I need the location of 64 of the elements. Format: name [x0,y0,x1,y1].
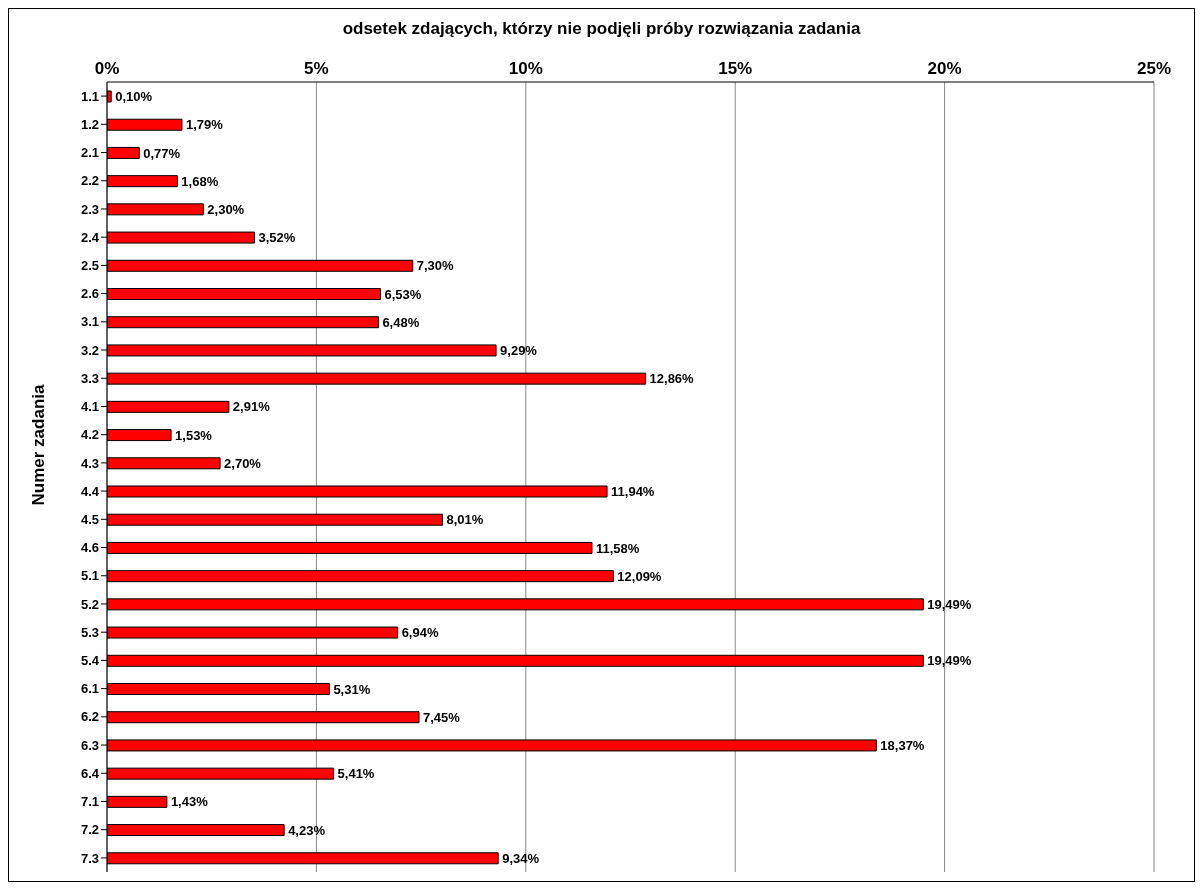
y-tick-label: 2.4 [80,229,100,245]
x-tick-label: 5% [304,59,329,78]
y-tick-label: 6.3 [80,737,99,753]
data-label: 18,37% [880,738,925,754]
y-axis-title: Numer zadania [29,384,49,506]
data-label: 8,01% [446,512,484,528]
y-tick-label: 4.6 [80,540,99,556]
y-tick-label: 2.1 [80,145,99,161]
y-tick-label: 6.2 [80,709,99,725]
y-tick-label: 5.1 [80,568,99,584]
data-label: 19,49% [927,596,972,612]
x-tick-label: 10% [508,59,543,78]
data-label: 1,53% [175,427,213,443]
data-label: 9,29% [500,343,538,359]
y-tick-label: 4.2 [80,427,99,443]
x-tick-label: 15% [718,59,753,78]
y-tick-label: 4.4 [80,483,100,499]
y-tick-label: 7.1 [80,794,99,810]
data-label: 2,30% [207,201,245,217]
x-tick-label: 25% [1136,59,1172,78]
data-label: 2,91% [232,399,271,415]
y-tick-label: 5.4 [80,653,100,669]
y-tick-label: 2.3 [80,201,99,217]
data-label: 6,48% [382,314,420,330]
data-label: 6,94% [401,625,439,641]
y-tick-label: 4.5 [80,511,99,527]
y-tick-label: 2.2 [80,173,99,189]
y-tick-label: 1.2 [80,116,99,132]
data-label: 1,43% [170,794,209,810]
data-label: 0,77% [143,145,181,161]
data-label: 1,79% [185,117,224,133]
data-label: 3,52% [258,230,296,246]
y-tick-label: 3.3 [80,370,99,386]
data-label: 12,86% [649,371,695,387]
y-tick-label: 6.1 [80,681,99,697]
y-tick-label: 5.3 [80,624,99,640]
data-label: 7,30% [416,258,455,274]
data-label: 0,10% [115,89,153,105]
y-tick-label: 7.3 [80,850,99,866]
y-tick-label: 4.3 [80,455,99,471]
x-tick-label: 0% [94,59,120,78]
data-label: 4,23% [288,822,326,838]
data-label: 5,31% [333,681,371,697]
y-tick-label: 3.2 [80,342,99,358]
data-label: 12,09% [617,568,662,584]
y-tick-label: 2.6 [80,286,99,302]
data-label: 2,70% [224,455,262,471]
y-tick-label: 6.4 [80,765,100,781]
y-tick-label: 3.1 [80,314,99,330]
data-label: 11,94% [611,484,655,500]
chart-title: odsetek zdających, którzy nie podjęli próby rozwiązania zadania [341,19,862,39]
data-label: 11,58% [595,540,640,556]
y-tick-label: 1.1 [80,88,99,104]
x-tick-label: 20% [927,59,962,78]
y-tick-label: 5.2 [80,596,99,612]
data-label: 7,45% [423,709,461,725]
data-label: 9,34% [502,850,540,866]
data-label: 5,41% [337,766,375,782]
data-label: 6,53% [384,286,422,302]
y-tick-label: 2.5 [80,258,99,274]
data-label: 19,49% [927,653,972,669]
y-tick-label: 4.1 [80,399,99,415]
data-label: 1,68% [181,173,219,189]
y-tick-label: 7.2 [80,822,99,838]
